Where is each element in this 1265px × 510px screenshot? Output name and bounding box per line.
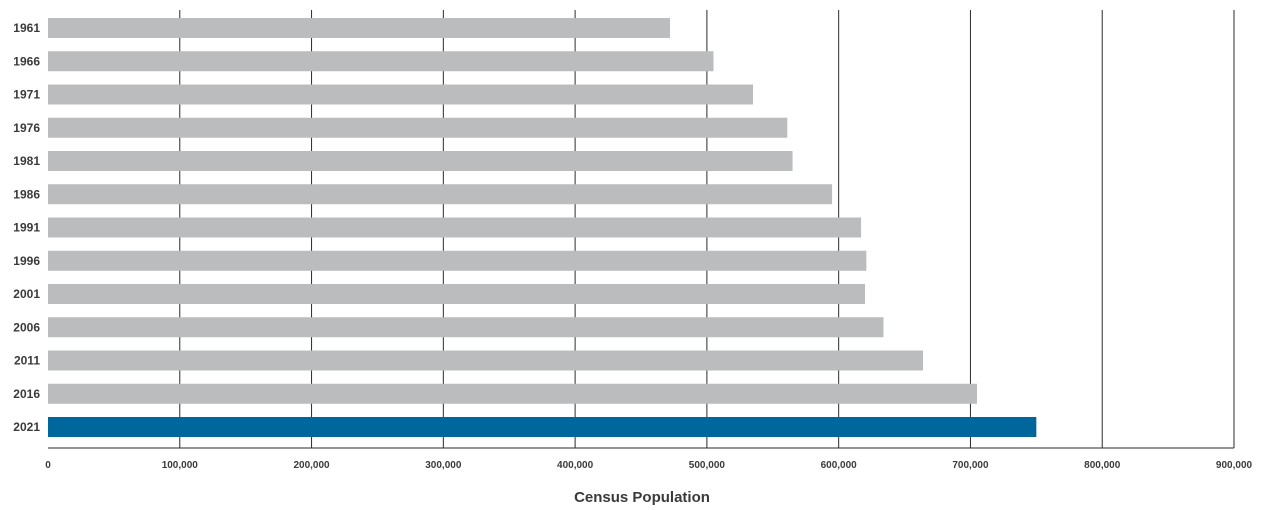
category-label-2021: 2021 — [13, 420, 40, 434]
bar-1961 — [48, 18, 670, 38]
bar-1971 — [48, 84, 754, 105]
bar-2011 — [48, 350, 924, 371]
x-tick-label-500000: 500,000 — [689, 460, 726, 471]
bar-2001 — [48, 284, 866, 304]
x-tick-label-400000: 400,000 — [557, 460, 594, 471]
category-label-1986: 1986 — [13, 187, 40, 201]
x-tick-label-900000: 900,000 — [1216, 460, 1253, 471]
category-label-2016: 2016 — [13, 387, 40, 401]
x-tick-label-100000: 100,000 — [162, 460, 199, 471]
x-tick-labels: 0 100,000 200,000 300,000 400,000 500,000 600,… — [45, 460, 1252, 471]
category-label-1966: 1966 — [13, 54, 40, 68]
category-label-1971: 1971 — [13, 88, 40, 102]
bar-1986 — [48, 184, 833, 205]
category-label-2011: 2011 — [14, 354, 40, 368]
x-axis-title: Census Population — [574, 489, 710, 506]
bar-1996 — [48, 250, 867, 271]
category-label-1996: 1996 — [13, 254, 40, 268]
x-tick-label-800000: 800,000 — [1084, 460, 1121, 471]
category-label-2001: 2001 — [13, 287, 40, 301]
category-label-1991: 1991 — [13, 221, 40, 235]
x-tick-label-300000: 300,000 — [425, 460, 462, 471]
category-label-1981: 1981 — [13, 154, 40, 168]
bars — [48, 18, 1037, 437]
x-tick-label-200000: 200,000 — [293, 460, 330, 471]
bar-2021 — [48, 417, 1037, 437]
x-tick-label-0: 0 — [45, 460, 51, 471]
bar-1991 — [48, 217, 862, 238]
x-tick-label-600000: 600,000 — [821, 460, 858, 471]
bar-1976 — [48, 117, 788, 138]
category-label-2006: 2006 — [13, 320, 40, 334]
category-label-1976: 1976 — [13, 121, 40, 135]
category-label-1961: 1961 — [13, 21, 40, 35]
category-labels: 1961 1966 1971 1976 1981 1986 1991 1996 2001 2006… — [13, 21, 40, 434]
bar-2016 — [48, 383, 978, 404]
bar-1981 — [48, 151, 793, 171]
bar-1966 — [48, 51, 714, 72]
x-tick-label-700000: 700,000 — [952, 460, 989, 471]
bar-2006 — [48, 317, 884, 338]
